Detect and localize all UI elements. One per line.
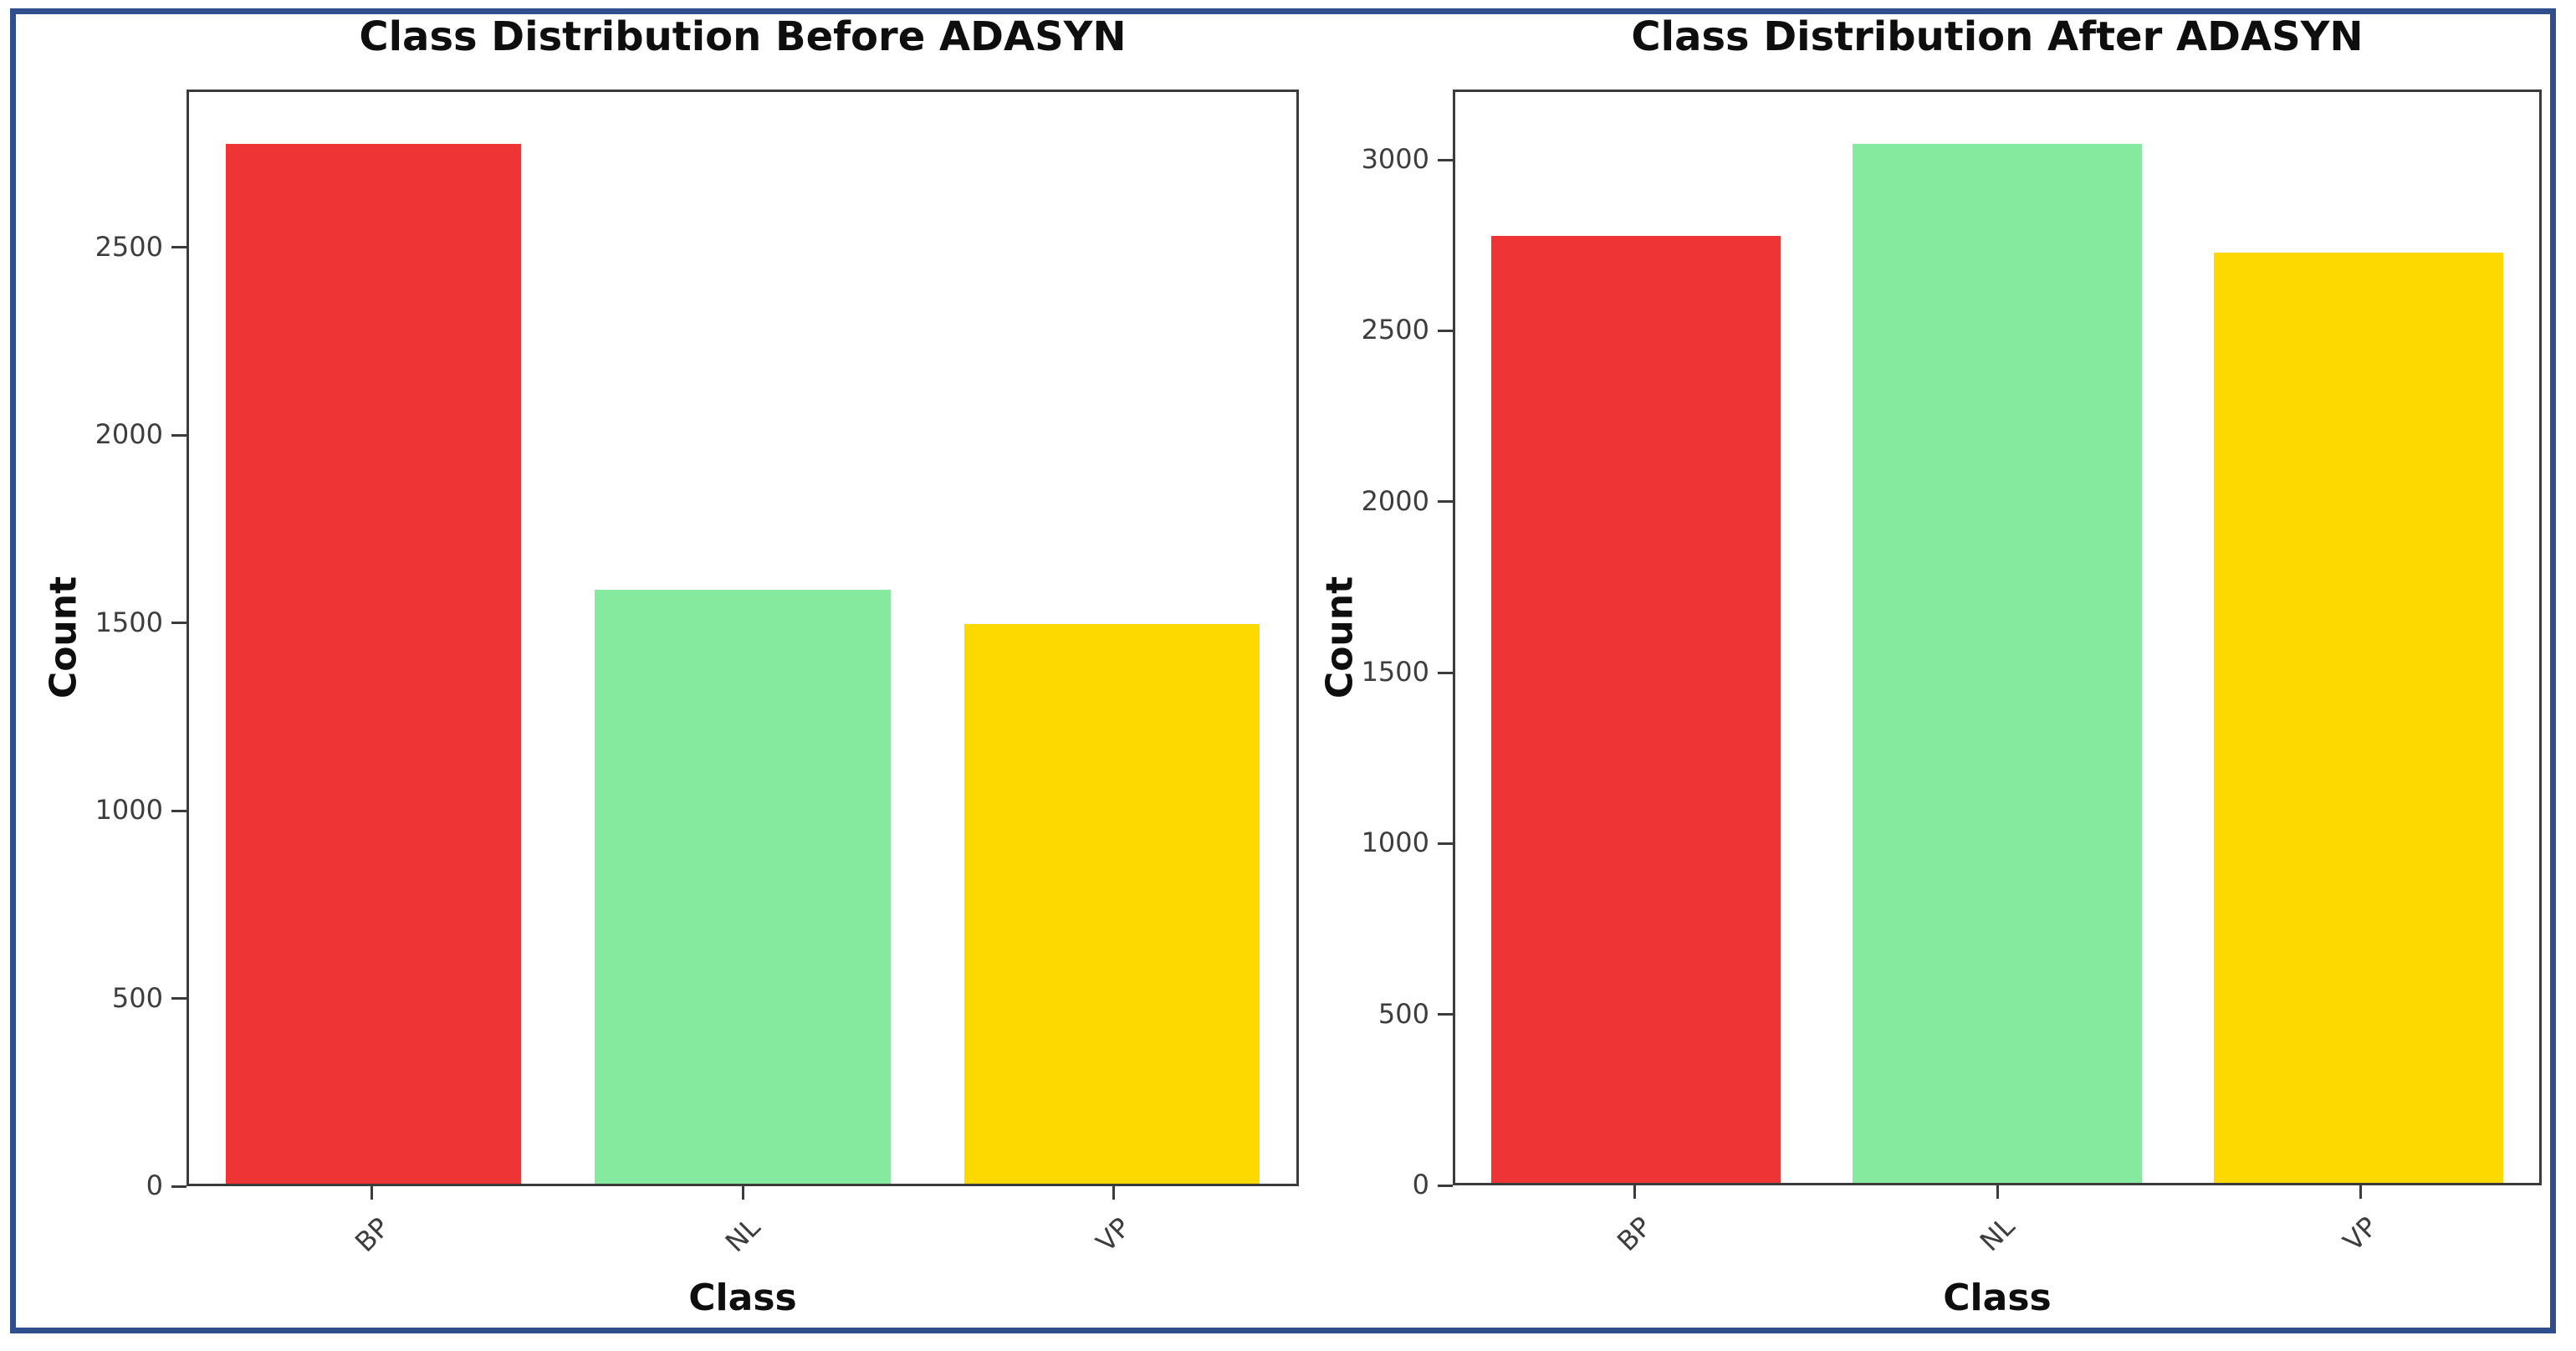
y-tick-mark bbox=[171, 622, 187, 625]
x-tick-mark bbox=[1112, 1186, 1115, 1200]
y-tick-mark bbox=[1438, 500, 1453, 504]
y-tick-label: 1000 bbox=[95, 794, 163, 826]
bar-vp bbox=[2214, 253, 2503, 1183]
x-axis-label: Class bbox=[1943, 1277, 2052, 1319]
bar-vp bbox=[963, 624, 1260, 1184]
y-tick-mark bbox=[171, 809, 187, 812]
x-tick-label: VP bbox=[2337, 1210, 2384, 1257]
x-axis-label: Class bbox=[688, 1277, 797, 1319]
y-tick-label: 1500 bbox=[95, 606, 163, 638]
y-tick-mark bbox=[171, 246, 187, 249]
y-tick-label: 2000 bbox=[1361, 484, 1429, 517]
y-tick-label: 0 bbox=[146, 1169, 163, 1201]
y-tick-label: 1000 bbox=[1361, 826, 1429, 859]
x-tick-mark bbox=[741, 1186, 744, 1200]
chart-before-adasyn: Class Distribution Before ADASYN Count C… bbox=[42, 13, 1299, 1319]
x-tick-mark bbox=[371, 1186, 374, 1200]
y-tick-label: 2500 bbox=[95, 230, 163, 263]
y-tick-mark bbox=[1438, 329, 1453, 332]
x-tick-mark bbox=[1633, 1185, 1636, 1199]
y-tick-mark bbox=[171, 433, 187, 437]
x-tick-mark bbox=[1996, 1185, 1999, 1199]
y-tick-label: 500 bbox=[1377, 997, 1429, 1030]
y-tick-label: 0 bbox=[1412, 1169, 1429, 1200]
y-tick-label: 2500 bbox=[1361, 314, 1429, 346]
y-tick-mark bbox=[1438, 671, 1453, 674]
x-tick-label: NL bbox=[1973, 1210, 2021, 1258]
y-tick-mark bbox=[171, 997, 187, 1000]
y-tick-mark bbox=[1438, 842, 1453, 845]
y-axis-label: Count bbox=[42, 576, 85, 699]
chart-title: Class Distribution Before ADASYN bbox=[359, 13, 1127, 60]
y-tick-label: 3000 bbox=[1361, 143, 1429, 176]
y-axis-label: Count bbox=[1318, 576, 1362, 699]
y-tick-mark bbox=[171, 1185, 187, 1188]
bar-nl bbox=[1853, 144, 2142, 1183]
x-tick-label: BP bbox=[348, 1210, 396, 1259]
y-tick-label: 1500 bbox=[1361, 656, 1429, 688]
bar-nl bbox=[595, 590, 891, 1184]
plot-area bbox=[1453, 90, 2542, 1185]
x-tick-mark bbox=[2359, 1185, 2362, 1199]
y-tick-mark bbox=[1438, 1013, 1453, 1016]
x-tick-label: NL bbox=[718, 1210, 767, 1259]
x-tick-label: VP bbox=[1090, 1211, 1137, 1258]
bar-bp bbox=[226, 144, 522, 1184]
y-tick-mark bbox=[1438, 158, 1453, 161]
y-tick-mark bbox=[1438, 1184, 1453, 1187]
y-tick-label: 500 bbox=[111, 981, 163, 1014]
plot-area bbox=[187, 90, 1299, 1186]
bar-bp bbox=[1491, 236, 1781, 1183]
chart-after-adasyn: Class Distribution After ADASYN Count Cl… bbox=[1288, 0, 2576, 1351]
chart-title: Class Distribution After ADASYN bbox=[1631, 13, 2364, 60]
y-tick-label: 2000 bbox=[95, 418, 163, 451]
x-tick-label: BP bbox=[1610, 1210, 1659, 1258]
